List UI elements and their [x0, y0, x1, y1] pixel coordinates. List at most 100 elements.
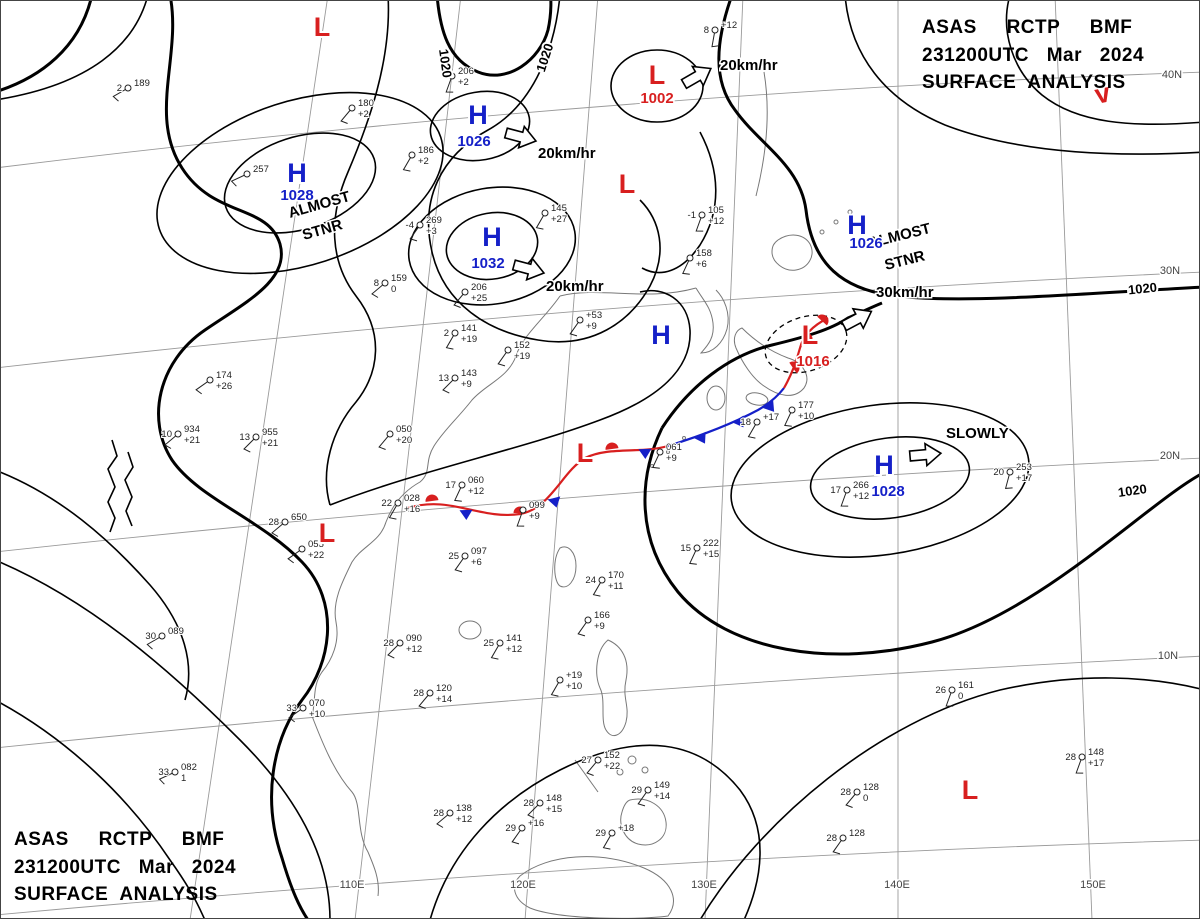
station-tendency: +17 — [1016, 473, 1032, 484]
station-pressure: 120 — [436, 683, 452, 694]
station-tendency: +9 — [666, 453, 677, 464]
station-pressure: 141 — [461, 323, 477, 334]
wind-barb-icon — [388, 502, 399, 520]
pressure-symbol: H — [482, 222, 502, 252]
station-pressure: 206 — [471, 282, 487, 293]
station-pressure: 189 — [134, 78, 150, 89]
wind-barb-icon — [637, 789, 649, 807]
grid-labels: 40N 30N 20N 10N 110E 120E 130E 140E 150E — [338, 68, 1184, 893]
wind-barb-icon — [784, 409, 793, 427]
station-pressure: 206 — [458, 66, 474, 77]
cold-front-segment — [667, 387, 785, 448]
wind-barb-icon — [271, 521, 286, 537]
low-pressure-center: L — [312, 10, 333, 44]
station-pressure: 148 — [1088, 747, 1104, 758]
station-circle-icon — [281, 518, 289, 526]
station-circle-icon — [644, 786, 652, 794]
wind-barb-icon — [409, 224, 421, 242]
station-pressure: +53 — [586, 310, 602, 321]
station-circle-icon — [394, 499, 402, 507]
station-circle-icon — [576, 316, 584, 324]
station-tendency: +9 — [529, 511, 540, 522]
station-circle-icon — [843, 486, 851, 494]
wind-barb-icon — [711, 29, 720, 48]
station-temp: 29 — [595, 828, 606, 839]
station-tendency: +9 — [586, 321, 597, 332]
station-plot: 8 +12 — [703, 19, 738, 48]
station-tendency: +9 — [461, 379, 472, 390]
wind-barb-icon — [945, 689, 954, 707]
station-circle-icon — [174, 430, 182, 438]
station-tendency: +12 — [708, 216, 724, 227]
wind-barb-icon — [602, 832, 613, 850]
station-tendency: +20 — [396, 435, 412, 446]
station-temp: 20 — [993, 467, 1004, 478]
station-tendency: +21 — [262, 438, 278, 449]
station-circle-icon — [458, 481, 466, 489]
motion-annotation: 20km/hr — [546, 278, 604, 295]
station-plot: 33 070+10 — [285, 697, 326, 723]
isobar-labels: 1020 1020 1020 1020 — [434, 40, 1160, 502]
station-pressure: 060 — [468, 475, 484, 486]
station-temp: 13 — [239, 432, 250, 443]
latitude-label: 40N — [1162, 69, 1182, 81]
wind-barb-icon — [387, 642, 401, 659]
station-tendency: 1 — [181, 773, 186, 784]
station-plot: 257 — [230, 163, 270, 187]
high-pressure-center: H 1032 — [470, 220, 506, 274]
station-pressure: 180 — [358, 98, 374, 109]
station-temp: 28 — [433, 808, 444, 819]
fronts — [407, 311, 832, 521]
motion-annotation: STNR — [300, 216, 344, 244]
station-plot: 17 060+12 — [444, 474, 485, 502]
station-circle-icon — [206, 376, 214, 384]
station-tendency: +14 — [436, 694, 452, 705]
station-tendency: +22 — [604, 761, 620, 772]
pressure-value: 1026 — [849, 235, 882, 252]
longitude-label: 140E — [884, 879, 910, 891]
station-plot: 099+9 — [516, 499, 546, 527]
station-plot: 055+22 — [287, 538, 325, 564]
wind-barb-icon — [230, 173, 248, 187]
station-pressure: 141 — [506, 633, 522, 644]
station-plot: 158+6 — [682, 247, 713, 275]
station-plot: 10 934+21 — [160, 423, 201, 449]
station-circle-icon — [556, 676, 564, 684]
wind-barb-icon — [288, 707, 304, 723]
wind-barb-icon — [436, 812, 451, 828]
cold-front-marker — [694, 431, 711, 447]
station-plot: -4 269+3 — [405, 214, 443, 242]
station-tendency: 0 — [863, 793, 868, 804]
latitude-label: 30N — [1160, 265, 1180, 277]
station-temp: 22 — [381, 498, 392, 509]
wind-barb-icon — [287, 548, 303, 564]
wind-barb-icon — [550, 679, 561, 697]
station-pressure: 055 — [308, 539, 324, 550]
station-circle-icon — [451, 374, 459, 382]
station-tendency: +14 — [654, 791, 670, 802]
station-tendency: +19 — [514, 351, 530, 362]
station-tendency: +12 — [506, 644, 522, 655]
station-pressure: 152 — [514, 340, 530, 351]
station-temp: 15 — [680, 543, 691, 554]
station-temp: 28 — [1065, 752, 1076, 763]
station-temp: 17 — [445, 480, 456, 491]
station-circle-icon — [124, 84, 132, 92]
wind-barb-icon — [146, 635, 163, 650]
station-plot: 15 222+15 — [679, 537, 720, 565]
station-circle-icon — [386, 430, 394, 438]
station-circle-icon — [698, 211, 706, 219]
station-circle-icon — [656, 448, 664, 456]
pressure-symbol: H — [847, 210, 867, 240]
movement-arrow-icon — [677, 58, 718, 95]
isobar-label: 1020 — [533, 42, 556, 74]
station-pressure: 934 — [184, 424, 200, 435]
chart-id-line: ASAS RCTP BMF — [14, 829, 225, 851]
chart-datetime-line: 231200UTC Mar 2024 — [922, 44, 1145, 66]
station-circle-icon — [594, 756, 602, 764]
wind-barb-icon — [516, 509, 525, 527]
station-tendency: +12 — [468, 486, 484, 497]
station-tendency: +2 — [458, 77, 469, 88]
